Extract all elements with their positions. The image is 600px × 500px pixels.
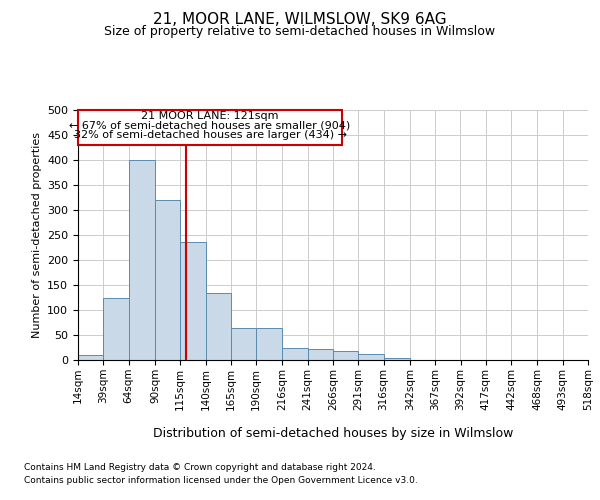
Bar [180, 242, 205, 360]
Text: 21 MOOR LANE: 121sqm: 21 MOOR LANE: 121sqm [142, 111, 279, 121]
Bar [383, 358, 410, 360]
Text: Size of property relative to semi-detached houses in Wilmslow: Size of property relative to semi-detach… [104, 25, 496, 38]
Text: 21, MOOR LANE, WILMSLOW, SK9 6AG: 21, MOOR LANE, WILMSLOW, SK9 6AG [153, 12, 447, 28]
Text: Contains HM Land Registry data © Crown copyright and database right 2024.: Contains HM Land Registry data © Crown c… [24, 462, 376, 471]
Text: ← 67% of semi-detached houses are smaller (904): ← 67% of semi-detached houses are smalle… [70, 121, 350, 131]
Text: 32% of semi-detached houses are larger (434) →: 32% of semi-detached houses are larger (… [74, 130, 347, 140]
Bar [308, 349, 333, 360]
Bar [231, 328, 256, 360]
Text: Contains public sector information licensed under the Open Government Licence v3: Contains public sector information licen… [24, 476, 418, 485]
Bar [103, 298, 128, 360]
Text: Distribution of semi-detached houses by size in Wilmslow: Distribution of semi-detached houses by … [153, 428, 513, 440]
Y-axis label: Number of semi-detached properties: Number of semi-detached properties [32, 132, 41, 338]
Bar [128, 160, 155, 360]
Bar [256, 328, 283, 360]
FancyBboxPatch shape [78, 110, 342, 145]
Bar [333, 351, 358, 360]
Bar [205, 292, 231, 360]
Bar [78, 355, 103, 360]
Bar [358, 354, 383, 360]
Bar [283, 348, 308, 360]
Bar [155, 200, 180, 360]
